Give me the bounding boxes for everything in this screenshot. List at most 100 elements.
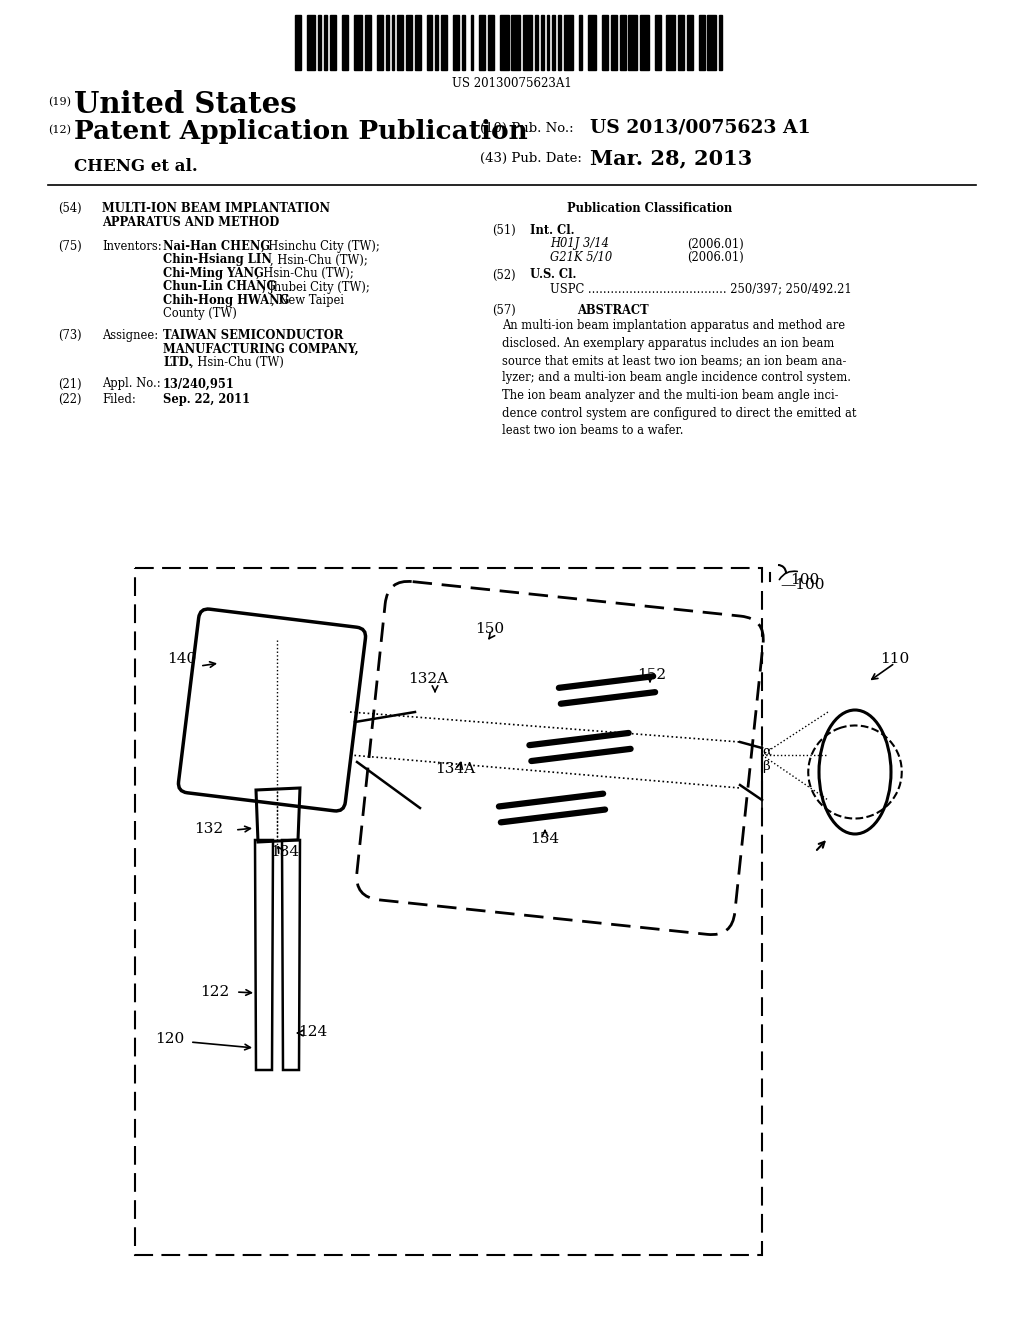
Text: Int. Cl.: Int. Cl. [530, 224, 574, 238]
Text: , Hsin-Chu (TW);: , Hsin-Chu (TW); [256, 267, 353, 280]
Text: LTD.: LTD. [163, 356, 193, 370]
Text: 154: 154 [530, 832, 559, 846]
Bar [629, 15, 637, 70]
Bar [353, 15, 362, 70]
Bar [488, 15, 494, 70]
Text: 110: 110 [880, 652, 909, 667]
Bar [366, 15, 371, 70]
Bar [687, 15, 693, 70]
Text: Filed:: Filed: [102, 393, 136, 407]
Bar [719, 15, 722, 70]
Text: (73): (73) [58, 329, 82, 342]
Text: (21): (21) [58, 378, 82, 391]
Text: 13/240,951: 13/240,951 [163, 378, 234, 391]
Text: α: α [762, 744, 771, 758]
Bar [307, 15, 315, 70]
Bar [397, 15, 403, 70]
Bar [407, 15, 412, 70]
Text: , Hsin-Chu (TW);: , Hsin-Chu (TW); [270, 253, 368, 267]
Text: CHENG et al.: CHENG et al. [74, 158, 198, 176]
Text: H01J 3/14: H01J 3/14 [550, 238, 609, 251]
Bar [564, 15, 572, 70]
Text: 150: 150 [475, 622, 504, 636]
Bar [547, 15, 550, 70]
Text: β: β [762, 760, 770, 774]
Text: An multi-ion beam implantation apparatus and method are
disclosed. An exemplary : An multi-ion beam implantation apparatus… [502, 319, 856, 437]
Bar [415, 15, 421, 70]
Text: (51): (51) [492, 224, 516, 238]
Text: , Jhubei City (TW);: , Jhubei City (TW); [262, 281, 370, 293]
Bar [708, 15, 716, 70]
Bar [500, 15, 509, 70]
Bar [535, 15, 538, 70]
Text: 134: 134 [270, 845, 299, 859]
Bar [441, 15, 447, 70]
Bar [667, 15, 675, 70]
Text: Chin-Hsiang LIN: Chin-Hsiang LIN [163, 253, 272, 267]
Text: (2006.01): (2006.01) [687, 238, 743, 251]
Bar [620, 15, 626, 70]
Text: Nai-Han CHENG: Nai-Han CHENG [163, 240, 270, 253]
Bar [318, 15, 322, 70]
Bar [479, 15, 485, 70]
Text: 132A: 132A [408, 672, 449, 686]
Text: (54): (54) [58, 202, 82, 215]
Text: (10) Pub. No.:: (10) Pub. No.: [480, 121, 573, 135]
Text: Mar. 28, 2013: Mar. 28, 2013 [590, 148, 753, 168]
Text: ABSTRACT: ABSTRACT [577, 304, 648, 317]
Bar [558, 15, 561, 70]
Text: Publication Classification: Publication Classification [567, 202, 732, 215]
Bar [523, 15, 531, 70]
Text: G21K 5/10: G21K 5/10 [550, 251, 612, 264]
Text: US 20130075623A1: US 20130075623A1 [453, 77, 571, 90]
Text: (12): (12) [48, 125, 71, 136]
Bar [391, 15, 394, 70]
Bar [552, 15, 555, 70]
Bar [427, 15, 432, 70]
Bar [698, 15, 705, 70]
Bar [588, 15, 596, 70]
Text: Chi-Ming YANG: Chi-Ming YANG [163, 267, 264, 280]
Text: County (TW): County (TW) [163, 308, 237, 321]
Bar [640, 15, 649, 70]
Bar [611, 15, 616, 70]
Text: (57): (57) [492, 304, 516, 317]
Bar [579, 15, 582, 70]
Text: 132: 132 [194, 822, 223, 836]
Text: Appl. No.:: Appl. No.: [102, 378, 161, 391]
Text: 124: 124 [298, 1026, 328, 1039]
Text: , Hsinchu City (TW);: , Hsinchu City (TW); [261, 240, 380, 253]
Text: (22): (22) [58, 393, 82, 407]
Text: (43) Pub. Date:: (43) Pub. Date: [480, 152, 582, 165]
Bar [325, 15, 328, 70]
Text: Assignee:: Assignee: [102, 329, 158, 342]
Text: 134A: 134A [435, 762, 475, 776]
Text: (75): (75) [58, 240, 82, 253]
Text: 122: 122 [200, 985, 229, 999]
Bar [470, 15, 473, 70]
Bar [654, 15, 660, 70]
Text: Patent Application Publication: Patent Application Publication [74, 119, 527, 144]
Text: (19): (19) [48, 96, 71, 107]
Bar [295, 15, 301, 70]
Text: Chih-Hong HWANG: Chih-Hong HWANG [163, 294, 290, 308]
Text: , Hsin-Chu (TW): , Hsin-Chu (TW) [190, 356, 284, 370]
Bar [435, 15, 438, 70]
Bar [678, 15, 684, 70]
Bar [511, 15, 520, 70]
Text: MANUFACTURING COMPANY,: MANUFACTURING COMPANY, [163, 342, 358, 355]
Text: —100: —100 [780, 578, 824, 591]
Text: (52): (52) [492, 268, 516, 281]
Bar [602, 15, 608, 70]
Text: MULTI-ION BEAM IMPLANTATION: MULTI-ION BEAM IMPLANTATION [102, 202, 330, 215]
Text: Chun-Lin CHANG: Chun-Lin CHANG [163, 281, 276, 293]
Bar [135, 568, 762, 1255]
Bar [462, 15, 465, 70]
Text: Sep. 22, 2011: Sep. 22, 2011 [163, 393, 250, 407]
Text: APPARATUS AND METHOD: APPARATUS AND METHOD [102, 215, 280, 228]
Text: (2006.01): (2006.01) [687, 251, 743, 264]
Bar [330, 15, 336, 70]
Bar [342, 15, 348, 70]
Text: 120: 120 [155, 1032, 184, 1045]
Text: , New Taipei: , New Taipei [271, 294, 344, 308]
